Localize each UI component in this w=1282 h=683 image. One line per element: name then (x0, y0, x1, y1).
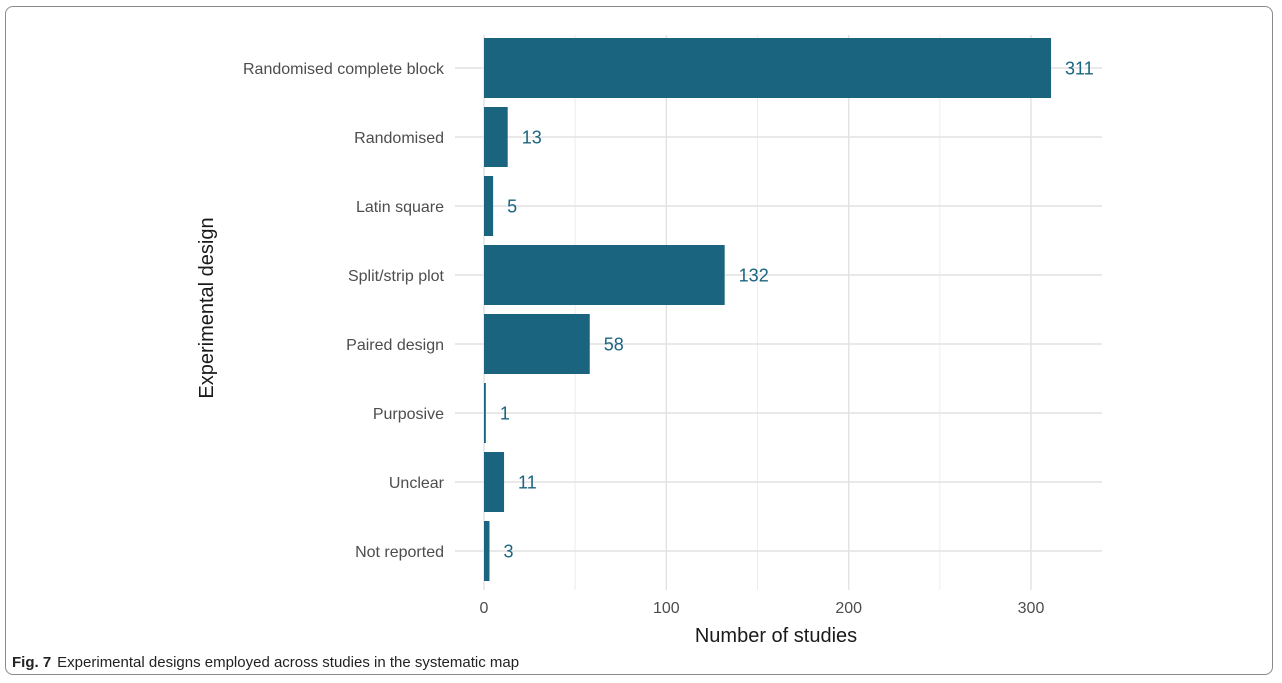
bar (484, 521, 490, 581)
bar (484, 314, 590, 374)
x-tick-label: 300 (1018, 600, 1045, 617)
bar-value-label: 58 (604, 335, 624, 355)
x-axis-title: Number of studies (695, 625, 857, 647)
grid-layer (455, 35, 1102, 590)
x-tick-label: 200 (835, 600, 862, 617)
bar (484, 38, 1052, 98)
bar (484, 107, 508, 167)
bar (484, 176, 494, 236)
caption-label: Fig. 7 (12, 654, 52, 671)
category-axis: Randomised complete block Randomised Latin… (243, 61, 445, 561)
bar-value-label: 311 (1065, 59, 1094, 79)
bar (484, 452, 505, 512)
x-tick-label: 100 (653, 600, 680, 617)
category-label: Randomised complete block (243, 61, 445, 78)
category-label: Split/strip plot (348, 268, 445, 285)
bar-value-label: 3 (503, 542, 513, 562)
caption-text: Experimental designs employed across stu… (57, 654, 520, 671)
bar-value-label: 132 (739, 266, 769, 286)
y-axis-title: Experimental design (196, 217, 218, 398)
bar (484, 383, 486, 443)
category-label: Latin square (356, 199, 444, 216)
x-tick-label: 0 (480, 600, 489, 617)
bar-value-label: 1 (500, 404, 510, 424)
category-label: Paired design (346, 337, 444, 354)
bar-value-label: 13 (522, 128, 542, 148)
category-label: Unclear (389, 475, 445, 492)
bar (484, 245, 725, 305)
figure-frame (5, 6, 1273, 675)
category-label: Not reported (355, 544, 444, 561)
value-axis: 0 100 200 300 (480, 600, 1045, 617)
category-label: Purposive (373, 406, 444, 423)
bar-value-label: 5 (507, 197, 517, 217)
bar-value-label: 11 (518, 473, 537, 493)
figure-caption: Fig. 7 Experimental designs employed acro… (12, 654, 519, 671)
bar-layer (484, 38, 1052, 581)
category-label: Randomised (354, 130, 444, 147)
